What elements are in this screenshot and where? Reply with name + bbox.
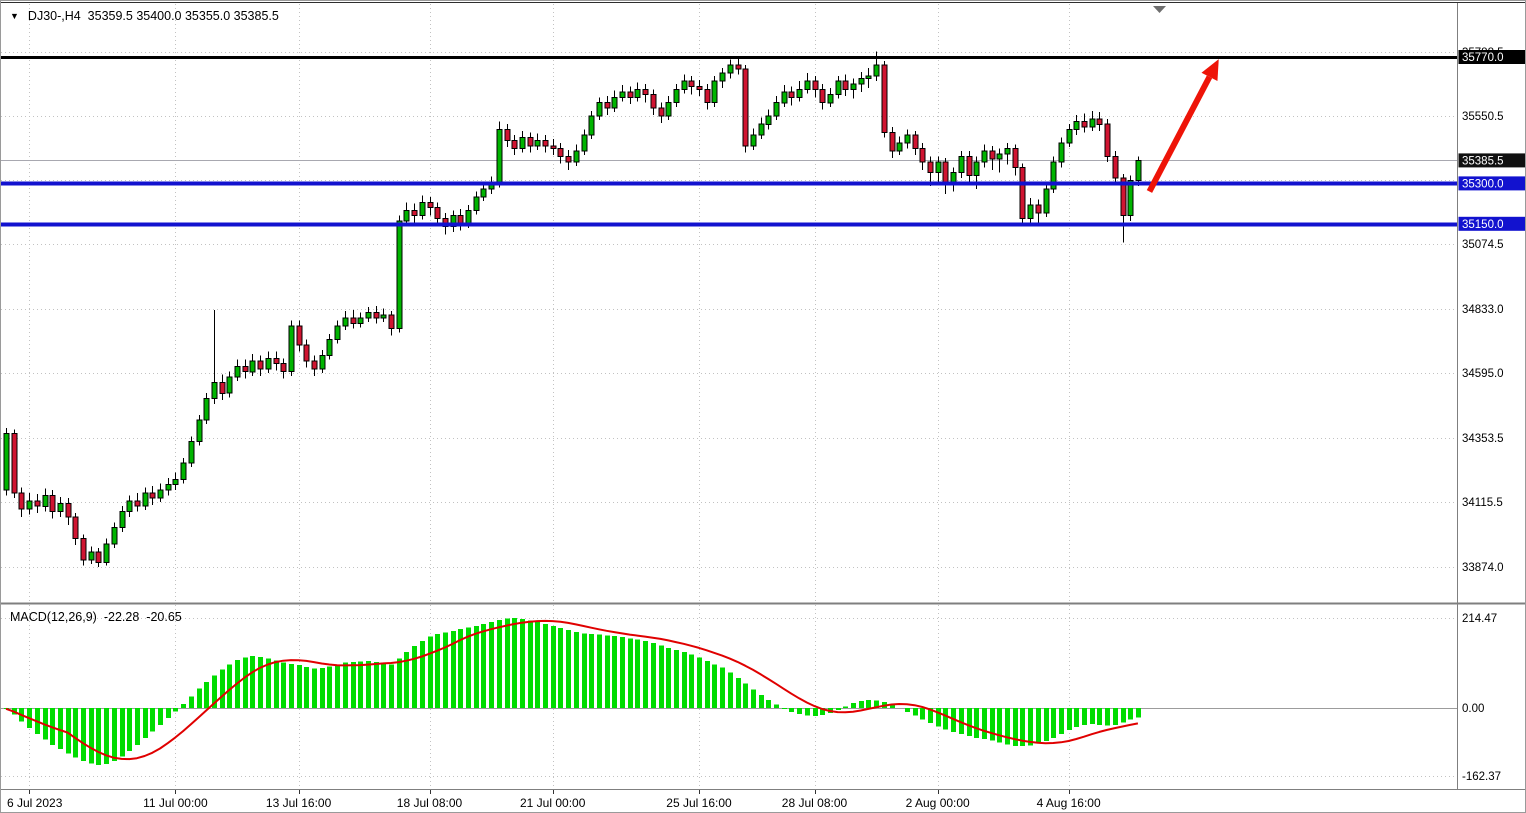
svg-text:35150.0: 35150.0 [1462, 219, 1504, 231]
svg-text:35385.5: 35385.5 [1462, 155, 1504, 167]
trend-arrow[interactable] [1146, 59, 1219, 193]
chart-title-bar: ▼ DJ30-,H4 35359.5 35400.0 35355.0 35385… [10, 9, 279, 23]
symbol-dropdown-icon[interactable]: ▼ [10, 10, 19, 21]
price-tick-label: 33874.0 [1462, 562, 1504, 574]
price-line-badge: 35770.0 [1458, 50, 1525, 64]
indicator-value-signal: -20.65 [146, 610, 182, 624]
price-tick-label: 34353.5 [1462, 433, 1504, 445]
candles-layer [3, 51, 1142, 567]
price-line-badge: 35150.0 [1458, 216, 1525, 231]
price-tick-label: 35550.5 [1462, 111, 1504, 123]
time-axis-label: 28 Jul 08:00 [782, 796, 848, 810]
svg-text:35300.0: 35300.0 [1462, 178, 1504, 190]
time-axis-label: 18 Jul 08:00 [397, 796, 463, 810]
time-axis-label: 13 Jul 16:00 [266, 796, 332, 810]
indicator-label: MACD(12,26,9) -22.28 -20.65 [10, 610, 182, 624]
price-tick-label: 34115.5 [1462, 497, 1503, 509]
chart-title: DJ30-,H4 35359.5 35400.0 35355.0 35385.5 [27, 9, 279, 23]
indicator-name: MACD(12,26,9) [10, 610, 97, 624]
price-tick-label: 35074.5 [1462, 239, 1504, 251]
time-axis-label: 2 Aug 00:00 [906, 796, 970, 810]
price-tick-label: 34833.0 [1462, 304, 1504, 316]
time-axis-label: 6 Jul 2023 [7, 796, 63, 810]
time-axis-label: 21 Jul 00:00 [520, 796, 586, 810]
price-line-badge: 35300.0 [1458, 176, 1525, 191]
time-axis-label: 4 Aug 16:00 [1037, 796, 1101, 810]
macd-histogram [4, 618, 1141, 766]
indicator-tick-label: 214.47 [1462, 613, 1497, 625]
time-axis-label: 25 Jul 16:00 [666, 796, 732, 810]
chart-shift-marker-icon[interactable] [1153, 6, 1166, 13]
price-line-badge: 35385.5 [1458, 153, 1525, 168]
price-tick-label: 34595.0 [1462, 368, 1504, 380]
grid-layer [1, 4, 1457, 789]
svg-text:35770.0: 35770.0 [1462, 52, 1504, 64]
time-axis-label: 11 Jul 00:00 [143, 796, 208, 810]
indicator-tick-label: 0.00 [1462, 703, 1484, 715]
indicator-value-main: -22.28 [103, 610, 140, 624]
macd-signal-line [5, 619, 1139, 761]
indicator-tick-label: -162.37 [1462, 771, 1501, 783]
